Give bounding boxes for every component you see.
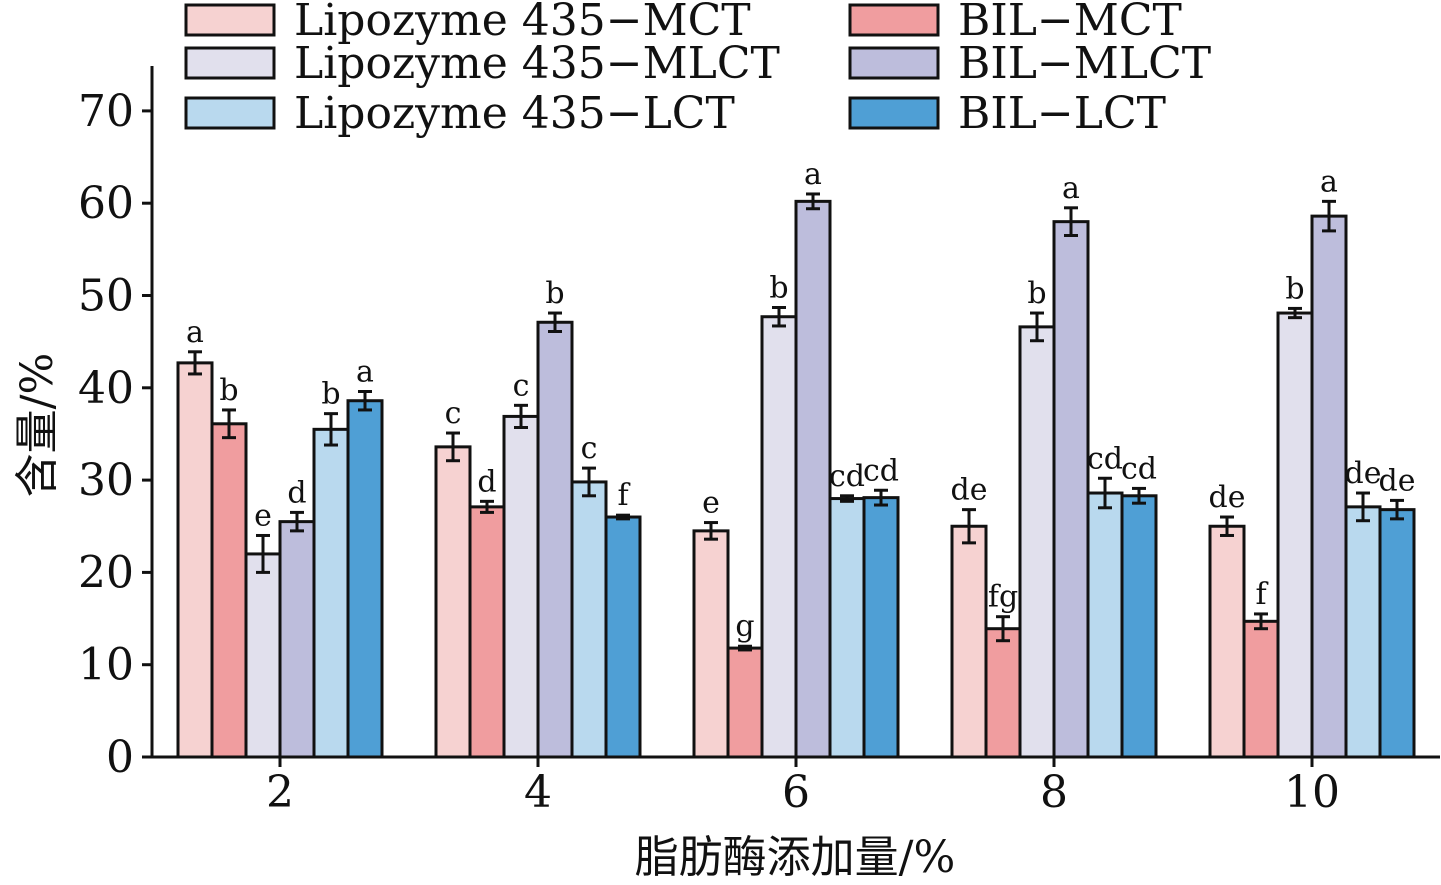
- significance-label: fg: [988, 580, 1018, 615]
- significance-label: de: [1209, 480, 1246, 515]
- significance-label: a: [1062, 171, 1080, 206]
- bar: [1344, 505, 1382, 759]
- bar: [760, 315, 798, 759]
- bar: [1018, 325, 1056, 759]
- x-axis-title: 脂肪酶添加量/%: [635, 832, 956, 883]
- bar: [984, 627, 1022, 759]
- significance-label: b: [219, 373, 238, 408]
- y-tick-label: 60: [78, 178, 134, 229]
- significance-label: c: [581, 431, 598, 466]
- significance-label: b: [769, 270, 788, 305]
- bar: [604, 515, 642, 759]
- significance-label: a: [186, 315, 204, 350]
- bar: [1276, 311, 1314, 759]
- significance-label: cd: [829, 459, 865, 494]
- bar: [502, 414, 540, 759]
- significance-label: b: [321, 377, 340, 412]
- significance-label: b: [1027, 276, 1046, 311]
- legend-label: BIL−LCT: [958, 88, 1166, 139]
- bar: [468, 505, 506, 759]
- x-tick-label: 6: [782, 767, 810, 818]
- significance-label: b: [545, 276, 564, 311]
- bar: [794, 199, 832, 759]
- significance-label: cd: [1087, 441, 1123, 476]
- bar: [1052, 220, 1090, 759]
- legend-swatch: [848, 46, 940, 80]
- legend-swatch: [184, 46, 276, 80]
- y-tick-label: 10: [78, 640, 134, 691]
- significance-label: c: [513, 368, 530, 403]
- bar: [210, 422, 248, 759]
- bar: [1120, 494, 1158, 759]
- x-tick-label: 8: [1040, 767, 1068, 818]
- legend-label: Lipozyme 435−MLCT: [294, 38, 780, 89]
- bar: [1086, 491, 1124, 759]
- legend-swatch: [184, 3, 276, 37]
- significance-label: g: [735, 609, 754, 644]
- legend-label: Lipozyme 435−LCT: [294, 88, 735, 139]
- x-tick-label: 10: [1284, 767, 1340, 818]
- y-tick-label: 70: [78, 86, 134, 137]
- significance-label: e: [254, 498, 272, 533]
- legend-swatch: [848, 96, 940, 130]
- significance-label: de: [1379, 463, 1416, 498]
- bar: [1310, 214, 1348, 759]
- x-tick-label: 4: [524, 767, 552, 818]
- bar: [536, 320, 574, 759]
- significance-label: cd: [863, 453, 899, 488]
- legend-label: Lipozyme 435−MCT: [294, 0, 751, 46]
- y-ticks: 0 10 20 30 40 50 60 70: [78, 86, 152, 783]
- y-tick-label: 20: [78, 547, 134, 598]
- significance-label: de: [1345, 456, 1382, 491]
- significance-label: f: [1255, 577, 1268, 612]
- significance-label: d: [287, 475, 306, 510]
- bar: [278, 520, 316, 759]
- legend-label: BIL−MLCT: [958, 38, 1211, 89]
- bar: [434, 445, 472, 759]
- bar: [950, 524, 988, 759]
- bar: [176, 361, 214, 759]
- bar: [312, 427, 350, 759]
- bar: [692, 529, 730, 759]
- legend-label: BIL−MCT: [958, 0, 1182, 46]
- bar: [1208, 524, 1246, 759]
- significance-label: e: [702, 486, 720, 521]
- significance-label: c: [445, 396, 462, 431]
- y-axis-title: 含量/%: [12, 353, 63, 498]
- y-tick-label: 0: [106, 732, 134, 783]
- y-tick-label: 30: [78, 455, 134, 506]
- bar: [1378, 508, 1416, 759]
- x-ticks: 2 4 6 8 10: [266, 757, 1340, 818]
- significance-label: f: [617, 478, 630, 513]
- bar: [862, 496, 900, 759]
- significance-label: a: [804, 157, 822, 192]
- bar: [726, 646, 764, 759]
- bar: [570, 480, 608, 759]
- bar: [1242, 619, 1280, 759]
- bar: [828, 497, 866, 759]
- significance-label: a: [1320, 164, 1338, 199]
- significance-label: b: [1285, 271, 1304, 306]
- bar: [244, 552, 282, 759]
- significance-label: d: [477, 464, 496, 499]
- x-tick-label: 2: [266, 767, 294, 818]
- legend-swatch: [184, 96, 276, 130]
- legend-swatch: [848, 3, 940, 37]
- y-tick-label: 50: [78, 271, 134, 322]
- significance-label: cd: [1121, 451, 1157, 486]
- significance-label: de: [951, 473, 988, 508]
- significance-label: a: [356, 354, 374, 389]
- y-tick-label: 40: [78, 363, 134, 414]
- bar: [346, 399, 384, 759]
